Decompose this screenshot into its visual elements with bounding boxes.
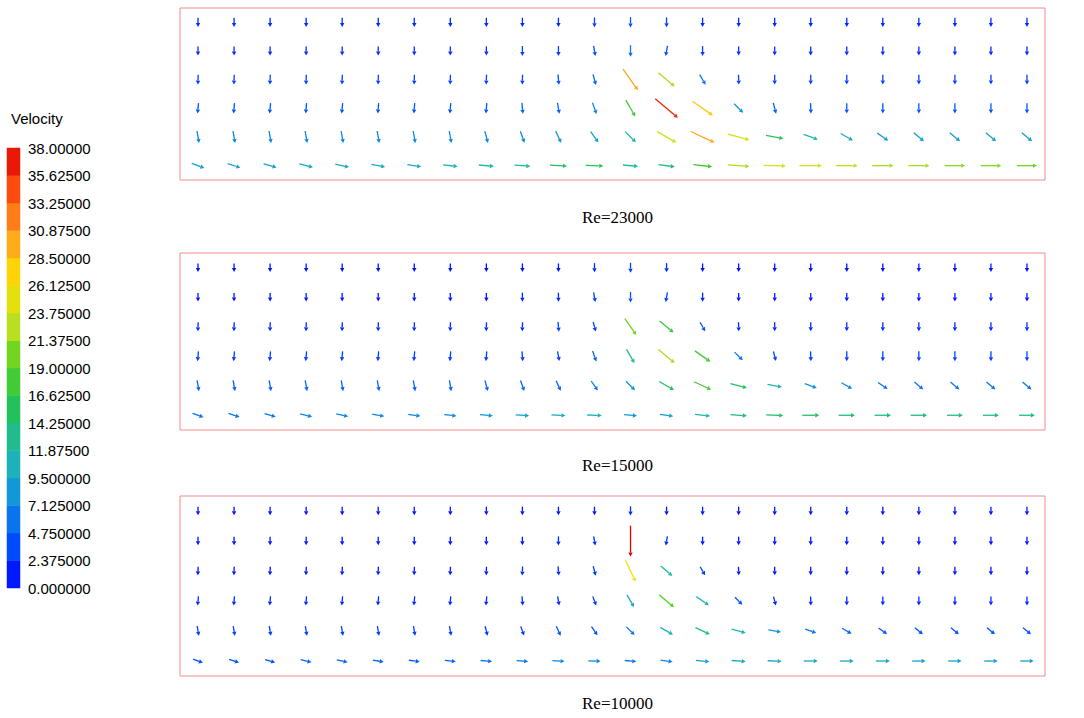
svg-text:11.87500: 11.87500 [28,442,89,459]
svg-text:33.25000: 33.25000 [28,195,91,212]
svg-text:19.00000: 19.00000 [28,360,91,377]
svg-text:14.25000: 14.25000 [28,415,91,432]
svg-text:Re=10000: Re=10000 [582,694,653,713]
svg-text:Re=23000: Re=23000 [582,208,653,227]
svg-text:0.000000: 0.000000 [28,580,91,597]
svg-text:28.50000: 28.50000 [28,250,91,267]
svg-text:7.125000: 7.125000 [28,497,91,514]
svg-text:23.75000: 23.75000 [28,305,91,322]
svg-text:2.375000: 2.375000 [28,552,91,569]
svg-text:30.87500: 30.87500 [28,222,91,239]
svg-text:35.62500: 35.62500 [28,167,91,184]
svg-text:26.12500: 26.12500 [28,277,91,294]
svg-text:Velocity: Velocity [11,110,63,127]
svg-text:9.500000: 9.500000 [28,470,91,487]
svg-text:38.00000: 38.00000 [28,140,91,157]
svg-text:4.750000: 4.750000 [28,525,91,542]
svg-text:Re=15000: Re=15000 [582,456,653,475]
svg-text:21.37500: 21.37500 [28,332,91,349]
svg-text:16.62500: 16.62500 [28,387,91,404]
